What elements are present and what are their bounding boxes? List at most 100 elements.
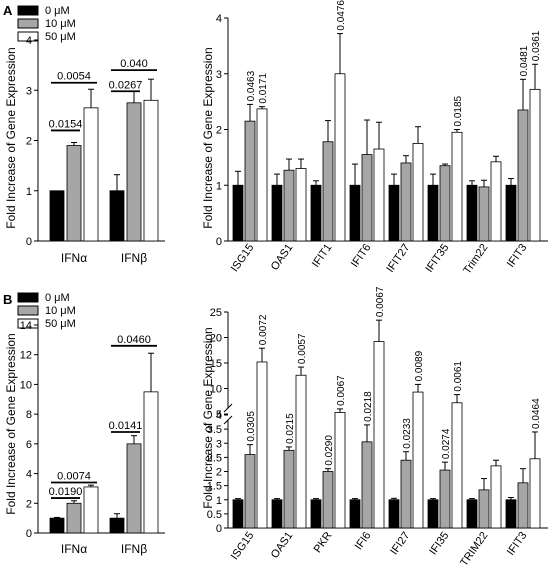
p-value-label: 0.0305 — [246, 411, 257, 442]
category-label: IFI6 — [353, 530, 374, 552]
category-label: IFIT1 — [310, 242, 335, 270]
bar-2 — [83, 107, 99, 242]
category-label: IFIT35 — [423, 242, 451, 275]
y-tick-label: 4 — [26, 35, 32, 47]
y-tick-label: 0 — [216, 236, 222, 248]
p-value-label: 0.0072 — [258, 314, 269, 345]
y-tick-label: 10 — [20, 379, 32, 391]
bar-2 — [143, 99, 159, 242]
category-label: IFI27 — [388, 530, 412, 557]
legend-label-0um: 0 μM — [45, 5, 70, 17]
y-tick-label: 4 — [216, 410, 222, 422]
bar-0 — [505, 184, 517, 242]
category-label: IFNα — [61, 251, 87, 265]
bar-1 — [439, 165, 451, 242]
bar-2 — [373, 148, 385, 242]
category-label: IFNα — [61, 542, 87, 556]
bar-2 — [143, 391, 159, 534]
y-tick-label: 2 — [26, 136, 32, 148]
bar-1 — [439, 469, 451, 529]
p-value-label: 0.0481 — [519, 45, 530, 76]
bar-0 — [349, 184, 361, 242]
y-tick-label: 8 — [26, 409, 32, 421]
axis-break-mark — [223, 415, 233, 425]
bar-1 — [283, 169, 295, 242]
p-value-label: 0.0463 — [246, 70, 257, 101]
category-label: IFIT6 — [349, 242, 374, 270]
legend-label-0um: 0 μM — [45, 292, 70, 304]
bar-0 — [271, 184, 283, 242]
p-value-label: 0.0171 — [258, 73, 269, 104]
y-tick-label: 0.5 — [207, 509, 222, 521]
bar-2 — [373, 341, 385, 529]
bar-1 — [126, 443, 142, 534]
bar-2 — [83, 486, 99, 534]
y-tick-label: 0 — [26, 528, 32, 540]
y-tick-label: 2.5 — [207, 452, 222, 464]
category-label: TRIM22 — [458, 530, 490, 569]
y-tick-label: 1 — [26, 186, 32, 198]
category-label: IFNβ — [121, 251, 147, 265]
bar-2 — [529, 458, 541, 529]
bar-0 — [427, 499, 439, 529]
bar-1 — [361, 441, 373, 529]
p-value-label: 0.0141 — [109, 420, 143, 432]
panel-label-b: B — [3, 292, 12, 307]
p-value-label: 0.0054 — [57, 71, 91, 83]
chart-b-interferon: 0 2 4 6 8 10 12 14 IFNα IFNβ 0.0190 0.0074 0.0141 0.0… — [20, 320, 165, 556]
category-label: OAS1 — [269, 242, 296, 273]
y-tick-label: 0 — [216, 523, 222, 535]
y-tick-label: 3.5 — [207, 424, 222, 436]
bar-1 — [361, 154, 373, 242]
bar-0 — [466, 184, 478, 242]
bar-0 — [505, 499, 517, 529]
p-value-label: 0.0185 — [453, 95, 464, 126]
bar-0 — [388, 499, 400, 529]
p-value-label: 0.0215 — [285, 413, 296, 444]
p-value-label: 0.0274 — [441, 428, 452, 459]
category-label: PKR — [312, 530, 335, 555]
p-value-label: 0.0057 — [297, 333, 308, 364]
bar-0 — [49, 517, 65, 534]
legend-label-10um: 10 μM — [45, 18, 76, 30]
bar-0 — [232, 184, 244, 242]
bar-2 — [451, 402, 463, 529]
chart-a-interferon: 0 1 2 3 4 IFNα IFNβ 0.0154 0.0054 0.0267 0.040 — [26, 35, 165, 265]
y-tick-label: 12 — [20, 350, 32, 362]
legend-a: 0 μM 10 μM 50 μM — [17, 5, 76, 43]
y-axis-label-a-left: Fold Increase of Gene Expression — [4, 47, 18, 228]
y-tick-label: 4 — [216, 13, 222, 25]
legend-label-50um: 50 μM — [45, 31, 76, 43]
p-value-label: 0.0067 — [375, 286, 386, 317]
bar-0 — [232, 499, 244, 529]
legend-label-10um: 10 μM — [45, 305, 76, 317]
category-label: IFI35 — [427, 530, 451, 557]
category-label: Trim22 — [461, 242, 490, 277]
chart-b-isg: 0 0.5 1 1.5 2 2.5 3 3.5 45 10 15 20 25 ISG15 OAS1 PKR IF… — [207, 286, 548, 569]
y-tick-label: 5 — [216, 409, 222, 421]
category-label: IFIT3 — [505, 530, 530, 558]
category-label: IFIT3 — [505, 242, 530, 270]
p-value-label: 0.0290 — [324, 435, 335, 466]
bar-1 — [283, 449, 295, 529]
y-axis-label-b-left: Fold Increase of Gene Expression — [4, 333, 18, 514]
legend-label-50um: 50 μM — [45, 318, 76, 330]
bar-1 — [126, 102, 142, 242]
p-value-label: 0.040 — [120, 58, 148, 70]
category-label: OAS1 — [269, 530, 296, 561]
y-tick-label: 3 — [216, 69, 222, 81]
legend-swatch-10um — [17, 18, 39, 29]
legend-swatch-10um — [17, 305, 39, 316]
p-value-label: 0.0089 — [414, 350, 425, 381]
p-value-label: 0.0154 — [49, 118, 83, 130]
bar-2 — [256, 108, 268, 242]
category-label: ISG15 — [229, 530, 257, 562]
bar-1 — [322, 141, 334, 242]
p-value-label: 0.0464 — [531, 398, 542, 429]
bar-2 — [295, 374, 307, 529]
y-tick-label: 10 — [210, 384, 222, 396]
bar-2 — [490, 161, 502, 242]
bar-1 — [400, 459, 412, 529]
bar-1 — [66, 502, 82, 534]
